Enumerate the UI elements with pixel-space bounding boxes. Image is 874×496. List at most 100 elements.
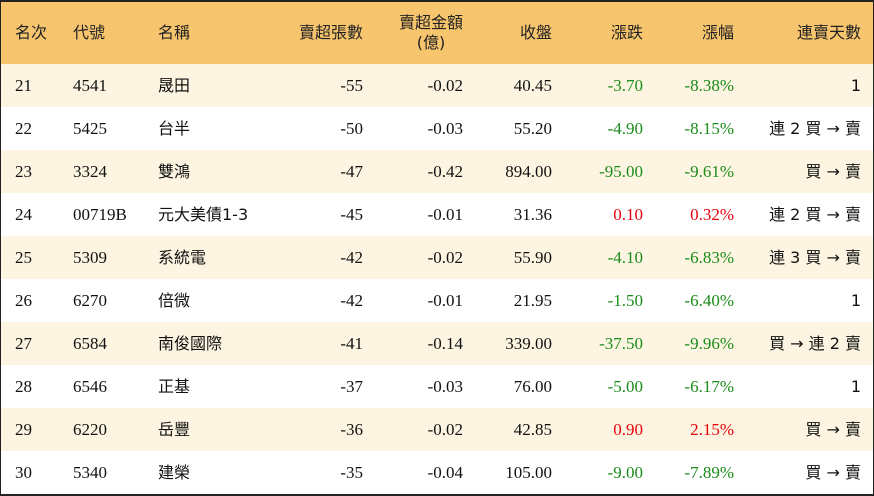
table-cell: -3.70 [607, 76, 643, 95]
table-cell: 6584 [73, 334, 107, 353]
table-cell: 系統電 [158, 248, 207, 267]
table-cell: -0.03 [427, 119, 463, 138]
table-cell: 2.15% [690, 420, 734, 439]
header-text: (億) [416, 33, 446, 52]
table-cell: 30 [15, 463, 32, 482]
table-cell: -35 [340, 463, 363, 482]
table-cell: 55.20 [513, 119, 552, 138]
table-cell: -4.90 [607, 119, 643, 138]
table-row: 24 00719B 元大美債1-3 -45 -0.01 31.36 0.10 0.32% 連 2… [1, 193, 873, 236]
table-cell: 21.95 [513, 291, 552, 310]
header-text: 漲幅 [701, 23, 734, 42]
table-cell: -42 [340, 248, 363, 267]
table-cell: -45 [340, 205, 363, 224]
table-row: 23 3324 雙鴻 -47 -0.42 894.00 -95.00 -9.61% 買 → 賣 [1, 150, 873, 193]
table-cell: 1 [850, 377, 861, 396]
header-cell: 連賣天數 [797, 23, 861, 43]
table-cell: 正基 [158, 377, 191, 396]
table-cell: 00719B [73, 205, 127, 224]
table-cell: 建榮 [158, 463, 191, 482]
table-cell: -50 [340, 119, 363, 138]
table-cell: 4541 [73, 76, 107, 95]
table-cell: 岳豐 [158, 420, 191, 439]
table-cell: 3324 [73, 162, 107, 181]
table-cell: 6220 [73, 420, 107, 439]
table-cell: -55 [340, 76, 363, 95]
table-cell: 1 [850, 76, 861, 95]
table-cell: -1.50 [607, 291, 643, 310]
table-cell: 25 [15, 248, 32, 267]
table-cell: 連 2 買 → 賣 [769, 205, 861, 224]
table-cell: 5340 [73, 463, 107, 482]
table-cell: -4.10 [607, 248, 643, 267]
table-cell: -5.00 [607, 377, 643, 396]
table-cell: 40.45 [513, 76, 552, 95]
table-cell: 21 [15, 76, 32, 95]
table-cell: 連 3 買 → 賣 [769, 248, 861, 267]
table-cell: 雙鴻 [158, 162, 191, 181]
table-cell: -47 [340, 162, 363, 181]
table-row: 28 6546 正基 -37 -0.03 76.00 -5.00 -6.17% 1 [1, 365, 873, 408]
table-cell: -0.03 [427, 377, 463, 396]
table-cell: -8.15% [684, 119, 734, 138]
header-cell: 賣超張數 [299, 23, 363, 43]
header-text: 賣超金額 [398, 13, 463, 32]
table-cell: -9.96% [684, 334, 734, 353]
header-text: 名稱 [158, 23, 191, 42]
table-cell: -0.02 [427, 76, 463, 95]
table-cell: -6.40% [684, 291, 734, 310]
table-cell: 0.90 [613, 420, 643, 439]
header-text: 收盤 [519, 23, 552, 42]
table-cell: -0.02 [427, 248, 463, 267]
table-cell: 0.10 [613, 205, 643, 224]
table-cell: 台半 [158, 119, 191, 138]
table-cell: -6.83% [684, 248, 734, 267]
table-cell: -0.14 [427, 334, 463, 353]
header-cell: 名稱 [158, 23, 190, 43]
table-cell: -9.00 [607, 463, 643, 482]
table-cell: 0.32% [690, 205, 734, 224]
table-cell: 買 → 賣 [805, 162, 861, 181]
table-cell: 南俊國際 [158, 334, 223, 353]
header-text: 賣超張數 [298, 23, 363, 42]
table-cell: 22 [15, 119, 32, 138]
table-row: 21 4541 晟田 -55 -0.02 40.45 -3.70 -8.38% 1 [1, 64, 873, 107]
table-cell: -37.50 [599, 334, 643, 353]
table-row: 29 6220 岳豐 -36 -0.02 42.85 0.90 2.15% 買 → 賣 [1, 408, 873, 451]
header-text: 連賣天數 [796, 23, 861, 42]
table-cell: 5425 [73, 119, 107, 138]
header-cell: 收盤 [520, 23, 552, 43]
table-row: 22 5425 台半 -50 -0.03 55.20 -4.90 -8.15% 連 2 買 → … [1, 107, 873, 150]
table-cell: 買 → 賣 [805, 463, 861, 482]
table-row: 26 6270 倍微 -42 -0.01 21.95 -1.50 -6.40% 1 [1, 279, 873, 322]
table-cell: -41 [340, 334, 363, 353]
table-cell: 24 [15, 205, 32, 224]
header-cell: 漲跌 [611, 23, 643, 43]
table-cell: -0.42 [427, 162, 463, 181]
table-row: 30 5340 建榮 -35 -0.04 105.00 -9.00 -7.89% 買 → 賣 [1, 451, 873, 494]
table-cell: 894.00 [505, 162, 552, 181]
table-cell: -8.38% [684, 76, 734, 95]
table-cell: 26 [15, 291, 32, 310]
table-cell: -37 [340, 377, 363, 396]
table-cell: -36 [340, 420, 363, 439]
table-cell: 29 [15, 420, 32, 439]
table-cell: 27 [15, 334, 32, 353]
table-row: 25 5309 系統電 -42 -0.02 55.90 -4.10 -6.83% 連 3 買 →… [1, 236, 873, 279]
table-cell: 倍微 [158, 291, 191, 310]
table-cell: 42.85 [513, 420, 552, 439]
header-cell: 代號 [73, 23, 105, 43]
table-cell: 28 [15, 377, 32, 396]
table-cell: 連 2 買 → 賣 [769, 119, 861, 138]
table-cell: 23 [15, 162, 32, 181]
table-cell: -9.61% [684, 162, 734, 181]
table-cell: 31.36 [513, 205, 552, 224]
table-cell: 6270 [73, 291, 107, 310]
table-cell: 買 → 賣 [805, 420, 861, 439]
table-cell: 6546 [73, 377, 107, 396]
table-cell: -42 [340, 291, 363, 310]
table-cell: 元大美債1-3 [158, 205, 249, 224]
table-cell: -6.17% [684, 377, 734, 396]
table-cell: 1 [850, 291, 861, 310]
